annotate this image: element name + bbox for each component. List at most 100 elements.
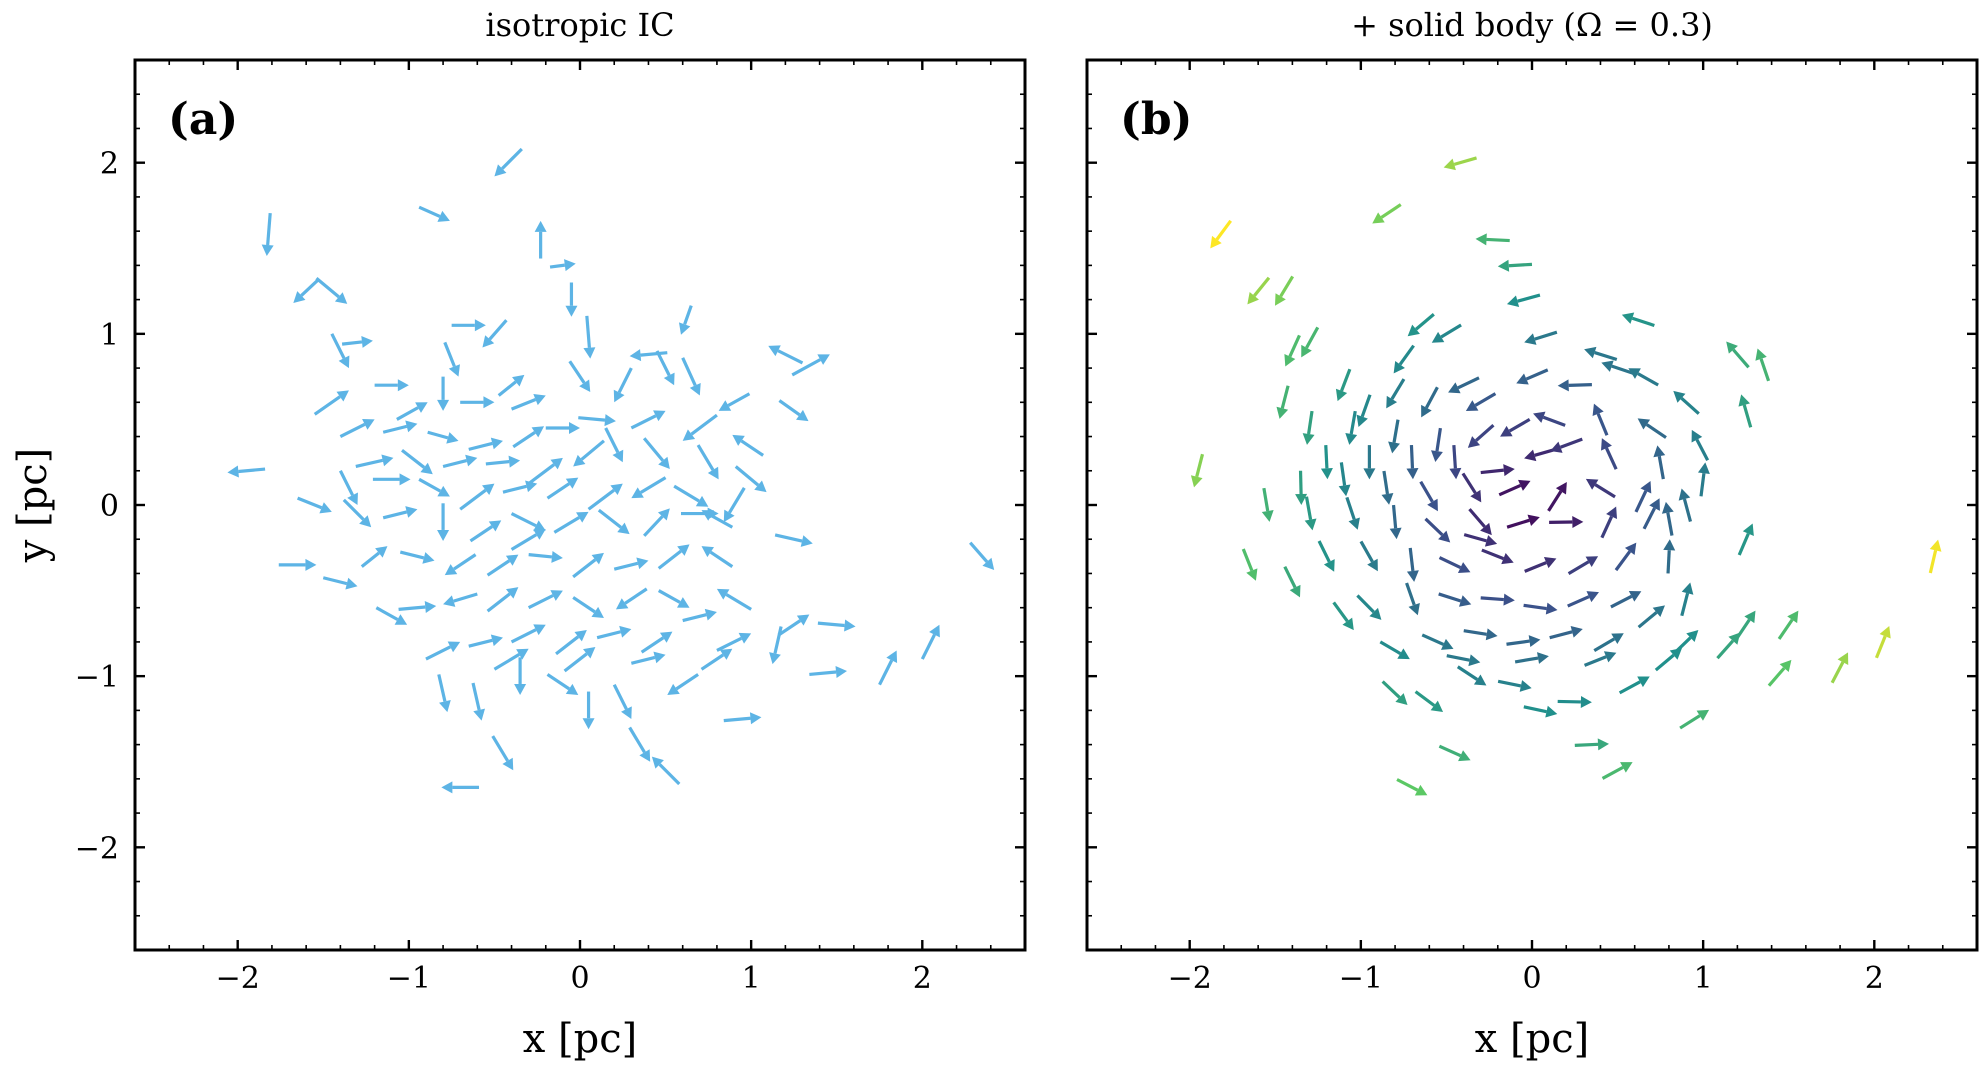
panel-a-arrow bbox=[723, 487, 746, 523]
panel-a-arrow bbox=[374, 379, 409, 392]
panel-a-arrow bbox=[399, 550, 435, 564]
panel-b-arrows bbox=[1190, 156, 1942, 796]
panel-b-arrow bbox=[1680, 582, 1694, 617]
panel-a-xtick-label: 1 bbox=[742, 961, 761, 996]
panel-b-arrow bbox=[1356, 394, 1372, 427]
panel-a-arrow bbox=[528, 550, 563, 563]
panel-a-arrow bbox=[667, 673, 699, 695]
panel-a-arrow bbox=[718, 392, 751, 411]
panel-a-arrow bbox=[494, 147, 523, 177]
panel-b-arrow bbox=[1284, 334, 1301, 367]
panel-a-arrow bbox=[342, 498, 372, 528]
panel-b-arrow bbox=[1431, 427, 1443, 463]
panel-b-arrow bbox=[1304, 496, 1317, 531]
panel-b-xtick-label: −2 bbox=[1168, 961, 1212, 996]
panel-a-arrow bbox=[817, 619, 856, 632]
panel-b-arrow bbox=[1618, 676, 1650, 695]
panel-b-arrow bbox=[1716, 632, 1741, 660]
panel-a-arrow bbox=[791, 354, 830, 377]
panel-a-arrow bbox=[322, 576, 358, 590]
panel-b-arrow bbox=[1592, 403, 1609, 436]
panel-b-arrow bbox=[1628, 368, 1659, 387]
panel-b-frame bbox=[1085, 58, 1979, 952]
panel-a-arrow bbox=[630, 651, 666, 665]
panel-a-arrow bbox=[640, 631, 673, 654]
panel-b-arrow bbox=[1874, 626, 1891, 659]
panel-b-arrow bbox=[1601, 360, 1635, 376]
panel-b-arrow bbox=[1550, 437, 1583, 453]
panel-b-arrow bbox=[1737, 523, 1754, 556]
panel-a-arrow bbox=[471, 682, 485, 721]
panel-a-arrow bbox=[510, 528, 546, 551]
panel-a-arrow bbox=[339, 418, 375, 438]
panel-b-arrow bbox=[1481, 548, 1514, 565]
panel-a-arrow bbox=[573, 439, 605, 467]
panel-a-xtick-label: −1 bbox=[387, 961, 431, 996]
panel-a-arrow bbox=[700, 648, 733, 671]
panel-a-arrow bbox=[732, 434, 765, 457]
panel-b-arrow bbox=[1583, 651, 1617, 667]
panel-a-arrow bbox=[437, 674, 451, 713]
panel-b-arrow bbox=[1523, 705, 1558, 718]
panel-a-arrow bbox=[398, 601, 437, 613]
panel-a-arrow bbox=[486, 587, 519, 613]
panel-a-arrow bbox=[510, 512, 546, 532]
panel-b-arrow bbox=[1567, 556, 1599, 575]
panel-a-arrow bbox=[545, 421, 580, 434]
panel-a-arrow bbox=[437, 376, 450, 411]
panel-b-arrow bbox=[1438, 592, 1472, 607]
panel-a-arrow bbox=[297, 496, 332, 514]
panel-a-arrow bbox=[444, 553, 477, 576]
panel-b-xlabel: x [pc] bbox=[1475, 1016, 1590, 1062]
panel-b-arrow bbox=[1830, 652, 1849, 684]
panel-a-arrow bbox=[437, 503, 450, 541]
panel-b-arrow bbox=[1600, 506, 1618, 539]
panel-b-arrow bbox=[1726, 341, 1750, 369]
panel-b-arrow bbox=[1557, 695, 1592, 708]
panel-b-arrow bbox=[1449, 445, 1462, 480]
panel-a-arrow bbox=[375, 606, 408, 625]
panel-b-arrow bbox=[1549, 516, 1584, 529]
panel-b-arrow bbox=[1419, 480, 1438, 512]
panel-b-arrow bbox=[1247, 276, 1271, 305]
panel-a-arrow bbox=[701, 546, 734, 568]
panel-b-arrow bbox=[1456, 665, 1487, 686]
panel-b-arrow bbox=[1276, 385, 1290, 419]
panel-b-arrow bbox=[1506, 293, 1541, 308]
panel-b-arrow bbox=[1516, 368, 1549, 385]
panel-b-arrow bbox=[1547, 481, 1567, 512]
panel-a-ytick-label: 0 bbox=[100, 489, 119, 524]
panel-a-arrow bbox=[701, 510, 734, 529]
panel-a-arrow bbox=[572, 596, 604, 618]
panel-b-arrow bbox=[1593, 633, 1624, 652]
panel-b-arrow bbox=[1465, 392, 1497, 411]
panel-b-arrow bbox=[1388, 419, 1400, 454]
panel-a-arrow bbox=[469, 520, 502, 543]
panel-b-arrow bbox=[1928, 539, 1942, 574]
panel-b-arrow bbox=[1379, 640, 1410, 660]
panel-b-arrow bbox=[1448, 376, 1480, 394]
panel-b-arrow bbox=[1621, 312, 1655, 328]
panel-a-xtick-label: −2 bbox=[216, 961, 260, 996]
panel-a-arrow bbox=[631, 476, 667, 499]
panel-a-arrow bbox=[596, 625, 632, 640]
panel-a-arrow bbox=[549, 259, 576, 272]
panel-b-arrow bbox=[1653, 445, 1666, 480]
panel-b-arrow bbox=[1424, 517, 1451, 543]
panel-b-arrow bbox=[1498, 479, 1531, 497]
panel-a-arrow bbox=[427, 430, 459, 444]
panel-a-arrow bbox=[809, 666, 847, 678]
panel-a-arrow bbox=[441, 781, 480, 794]
panel-a-ytick-label: −2 bbox=[75, 831, 119, 866]
panel-a-arrow bbox=[514, 657, 527, 695]
panel-b-arrow bbox=[1274, 275, 1295, 306]
panel-b-arrow bbox=[1755, 348, 1771, 382]
panel-b-arrow bbox=[1480, 593, 1515, 606]
panel-b-arrow bbox=[1678, 488, 1693, 522]
panel-a-arrow bbox=[546, 673, 579, 695]
panel-b-arrow bbox=[1691, 429, 1710, 462]
panel-b-arrow bbox=[1480, 464, 1515, 477]
panel-a-arrow bbox=[510, 624, 546, 644]
panel-b-xtick-label: 0 bbox=[1522, 961, 1541, 996]
panel-b-arrow bbox=[1393, 344, 1415, 374]
